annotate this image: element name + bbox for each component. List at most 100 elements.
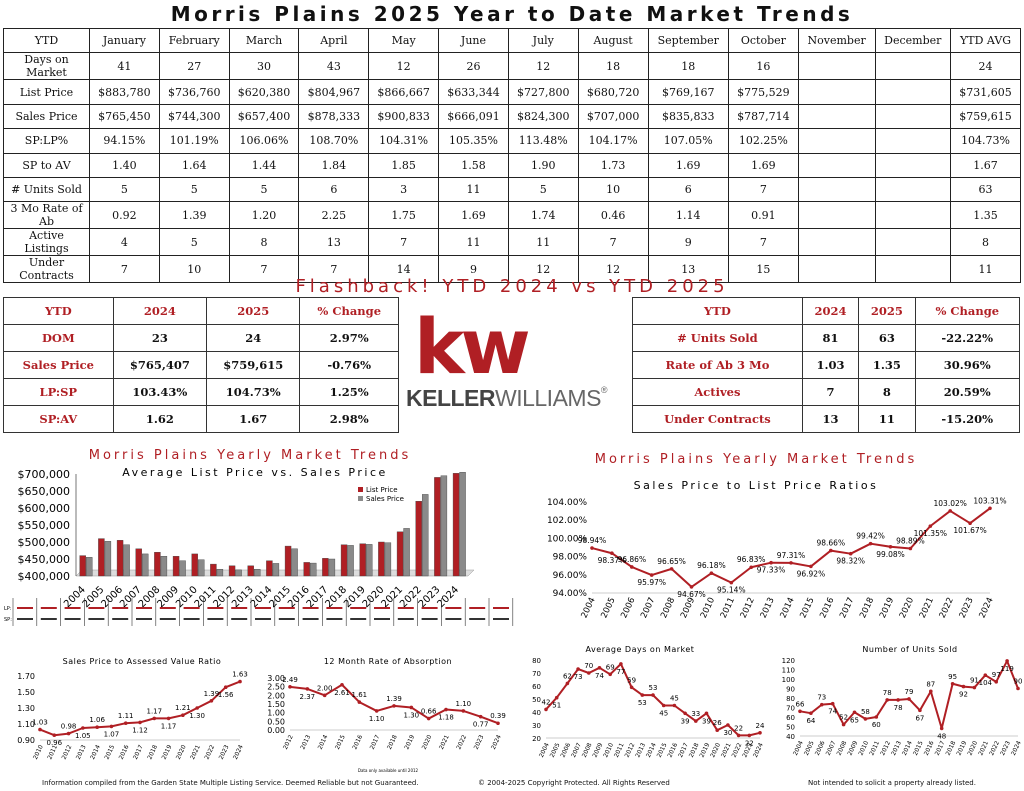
ytd-table-row-label: 3 Mo Rate of Ab <box>3 201 90 230</box>
sales-price-bar <box>366 544 373 577</box>
cmp-left-cell: 1.67 <box>206 405 301 433</box>
cmp-left-cell: $765,407 <box>112 351 208 379</box>
x-tick-label: 2012 <box>61 744 74 761</box>
y-tick-label: 98.00% <box>553 553 588 563</box>
list-price-bar <box>266 560 273 577</box>
cmp-left-row: LP:SP 103.43% 104.73% 1.25% <box>3 378 399 406</box>
ytd-table-row-label: # Units Sold <box>3 176 90 203</box>
ytd-table-row: # Units Sold 5 5 5 6 3 11 5 10 6 7 63 <box>3 176 1021 203</box>
x-tick-label: 2022 <box>938 596 956 620</box>
data-point <box>829 548 833 553</box>
cmp-right-label: # Units Sold <box>632 324 803 352</box>
ytd-table-cell: 0.46 <box>577 201 649 230</box>
x-tick-label: 2024 <box>232 744 245 761</box>
data-point <box>608 672 612 677</box>
x-tick-label: 2016 <box>818 596 836 620</box>
data-point <box>983 673 988 677</box>
data-label: 101.35% <box>914 529 947 538</box>
ytd-table-row-label: SP to AV <box>3 152 90 178</box>
chart-title: Sales Price to List Price Ratios <box>634 479 879 492</box>
ytd-table-cell <box>874 103 952 130</box>
list-price-bar <box>284 545 292 577</box>
data-point <box>896 698 900 702</box>
x-tick-label: 2018 <box>146 744 159 761</box>
data-label: 1.30 <box>404 711 420 719</box>
y-tick-label: 50 <box>532 696 541 704</box>
cmp-left-label: SP:AV <box>3 405 114 433</box>
x-tick-label: 2011 <box>719 596 737 620</box>
data-label: 1.39 <box>204 690 220 698</box>
ytd-table-row: 3 Mo Rate of Ab 0.92 1.39 1.20 2.25 1.75 1.69 1… <box>3 201 1021 230</box>
data-point <box>709 571 714 575</box>
ytd-table-header-cell: July <box>507 27 579 54</box>
units-sold-chart: Number of Units Sold40506070809010011012… <box>782 645 1023 757</box>
ytd-table-cell: 24 <box>950 52 1021 81</box>
data-point <box>209 699 214 703</box>
ytd-table-cell: 7 <box>727 176 799 203</box>
data-label: 1.61 <box>352 691 368 699</box>
ytd-table-cell: $744,300 <box>158 103 230 130</box>
ytd-table-cell: 1.58 <box>438 152 509 178</box>
data-point <box>908 546 913 551</box>
ytd-table-cell: 107.05% <box>647 128 729 154</box>
data-point <box>885 698 889 702</box>
ytd-table-cell: 11 <box>950 255 1021 284</box>
cmp-left-cell: 2.98% <box>299 405 399 433</box>
list-price-bar <box>322 558 329 577</box>
data-label: 42 <box>542 698 551 706</box>
y-tick-label: 80 <box>532 657 541 665</box>
ytd-table-cell: 1.84 <box>298 152 370 178</box>
data-label: 73 <box>574 673 583 681</box>
ytd-table-header-cell: February <box>158 27 230 54</box>
ytd-table-cell: $866,667 <box>368 79 440 105</box>
chart-title: Number of Units Sold <box>862 645 957 654</box>
y-tick-label: $600,000 <box>18 502 71 515</box>
data-point <box>444 707 448 712</box>
ytd-table-cell: 3 <box>368 176 440 203</box>
data-label: 64 <box>806 717 815 725</box>
days-on-market-chart: Average Days on Market 20 30 40 50 60 70 80 42 20… <box>532 645 765 759</box>
y-tick-label: 0.90 <box>17 736 35 745</box>
cmp-right-row: # Units Sold 81 63 -22.22% <box>632 324 1021 352</box>
ytd-table-cell: 10 <box>158 255 230 284</box>
x-tick-label: 2024 <box>490 734 503 751</box>
x-tick-label: 2016 <box>351 734 364 751</box>
cmp-right-cell: 11 <box>858 405 916 433</box>
data-label: 1.63 <box>232 671 248 679</box>
data-point <box>948 509 952 513</box>
ytd-table-cell: 106.06% <box>228 128 300 154</box>
y-tick-label: 70 <box>532 670 541 678</box>
comparison-table-right: YTD 2024 2025% Change # Units Sold 81 63 -22.2… <box>632 297 1021 433</box>
data-label: 90 <box>1014 678 1023 686</box>
data-label: 97 <box>992 671 1001 679</box>
ytd-table-cell: $878,333 <box>298 103 370 130</box>
data-label: 62 <box>563 672 572 680</box>
y-tick-label: 50 <box>786 724 795 732</box>
ytd-table-cell <box>797 152 876 178</box>
ytd-table-cell: $765,450 <box>89 103 160 130</box>
data-label: 96.18% <box>697 561 726 570</box>
x-tick-label: 2008 <box>659 596 677 620</box>
x-tick-label: 2023 <box>218 744 231 761</box>
data-label: 60 <box>872 721 881 729</box>
x-tick-label: 2019 <box>403 734 416 751</box>
ytd-table-cell: 1.39 <box>158 201 230 230</box>
data-point <box>52 733 57 737</box>
data-point <box>726 723 730 727</box>
data-point <box>597 666 602 670</box>
x-tick-label: 2004 <box>580 596 598 620</box>
x-tick-label: 2014 <box>317 734 330 751</box>
cmp-left-row: DOM 23 24 2.97% <box>3 324 399 352</box>
data-point <box>968 521 972 526</box>
sales-price-bar <box>198 559 205 577</box>
data-label: 2.37 <box>300 693 316 701</box>
ytd-table-cell: 1.40 <box>89 152 160 178</box>
ytd-table-cell: 12 <box>507 52 579 81</box>
data-point <box>809 564 813 569</box>
cmp-left-cell: 104.73% <box>206 378 301 406</box>
cmp-right-header-cell: % Change <box>914 297 1021 325</box>
ytd-table-cell <box>874 201 952 230</box>
legend-label-list: List Price <box>366 486 398 494</box>
data-label: 79 <box>905 688 914 696</box>
cmp-left-row: SP:AV 1.62 1.67 2.98% <box>3 405 399 433</box>
